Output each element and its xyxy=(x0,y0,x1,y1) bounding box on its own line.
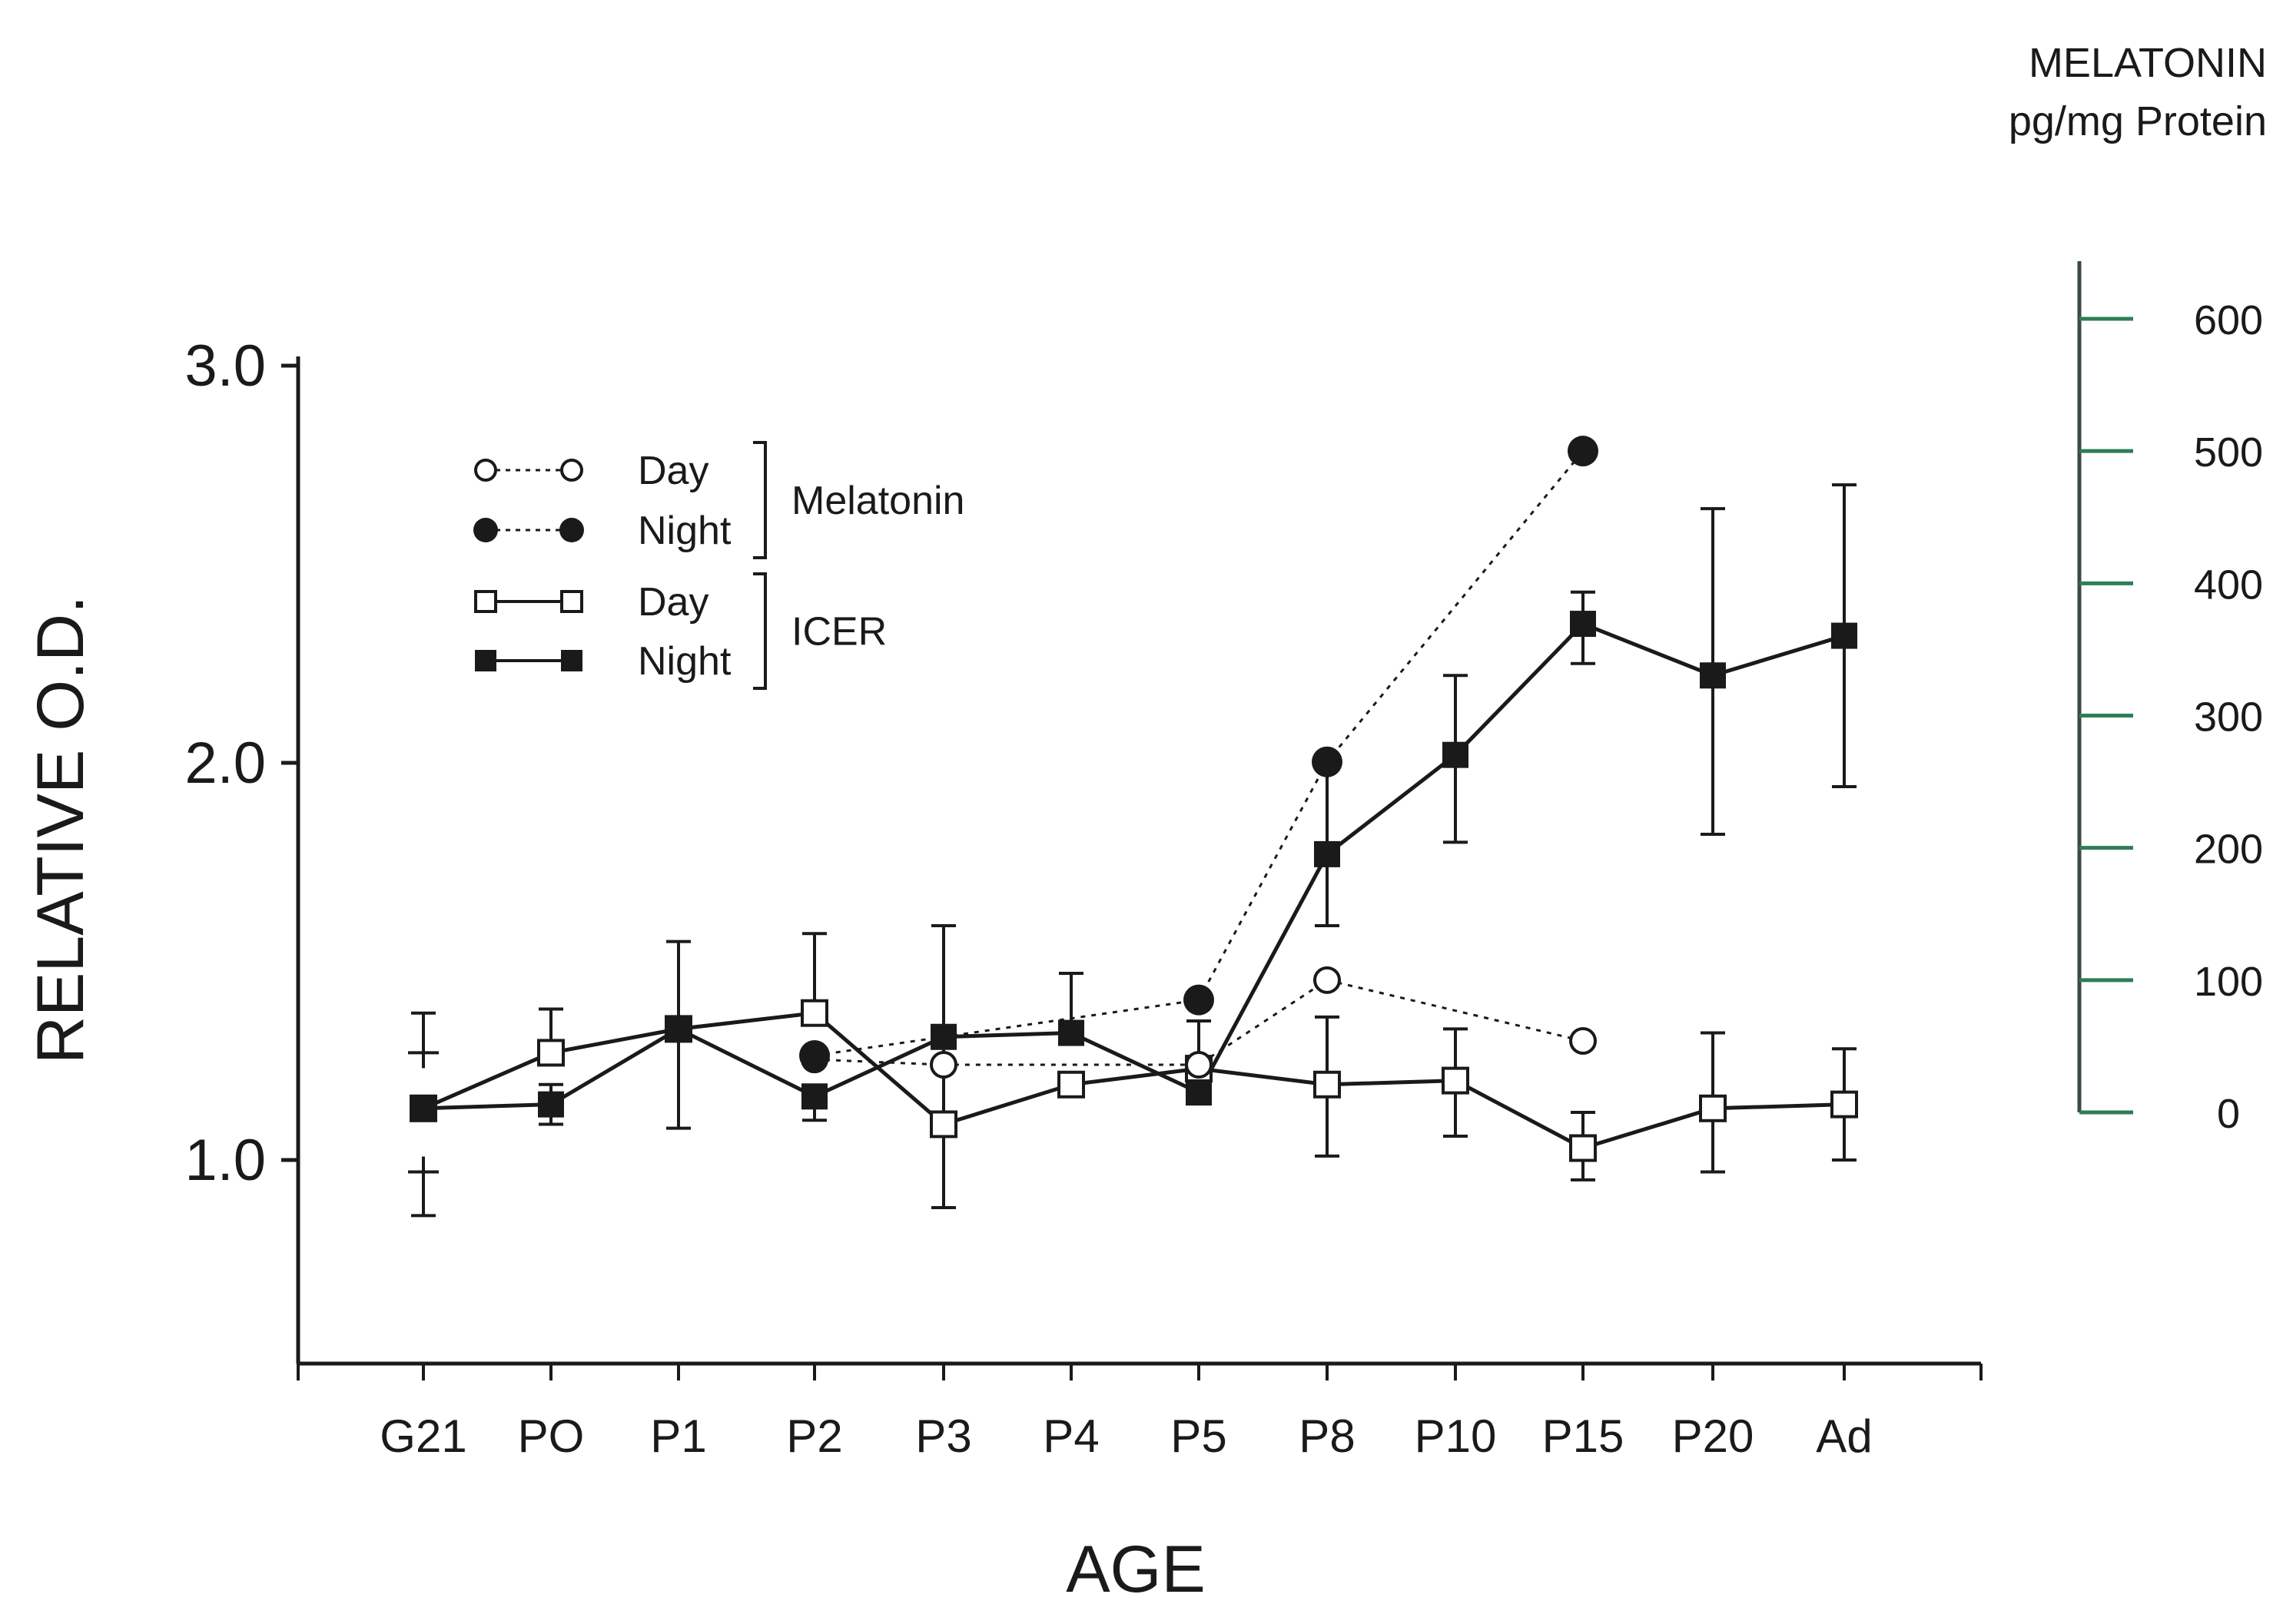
x-tick-label: P3 xyxy=(915,1410,971,1462)
icer_day-point-PO xyxy=(537,1039,565,1067)
right-axis-title-line1: MELATONIN xyxy=(2029,40,2267,86)
icer_night-point-G21 xyxy=(410,1095,436,1122)
melatonin_night-point-P8 xyxy=(1312,746,1342,777)
right-tick-label: 500 xyxy=(2194,429,2263,476)
legend-marker-icer_night xyxy=(475,650,496,671)
x-tick-label: P1 xyxy=(650,1410,706,1462)
x-tick-label: P10 xyxy=(1415,1410,1497,1462)
legend-marker-melatonin_day xyxy=(560,459,583,482)
x-tick-label: P8 xyxy=(1299,1410,1355,1462)
melatonin_day-line xyxy=(814,979,1584,1066)
icer_night-point-Ad xyxy=(1831,622,1857,649)
legend-marker-melatonin_night xyxy=(473,518,498,542)
icer_night-point-P5 xyxy=(1186,1079,1212,1106)
icer_day-point-P2 xyxy=(801,999,828,1027)
icer_night-point-P4 xyxy=(1058,1019,1084,1046)
icer_day-point-P15 xyxy=(1569,1134,1597,1162)
melatonin_night-point-P2 xyxy=(799,1039,830,1071)
x-tick-label: P5 xyxy=(1170,1410,1226,1462)
icer_day-point-P10 xyxy=(1442,1066,1469,1095)
icer_night-point-P15 xyxy=(1570,611,1596,638)
melatonin_night-point-P15 xyxy=(1568,436,1598,467)
melatonin_day-point-P15 xyxy=(1569,1027,1597,1056)
y-tick-label: 1.0 xyxy=(184,1128,266,1193)
x-tick-label: P4 xyxy=(1043,1410,1099,1462)
icer_night-point-P3 xyxy=(931,1023,957,1050)
y-axis-title: RELATIVE O.D. xyxy=(24,595,98,1064)
legend-marker-icer_day xyxy=(474,590,497,613)
x-axis-title: AGE xyxy=(1066,1533,1206,1606)
icer_night-point-P20 xyxy=(1700,662,1726,689)
legend-group-label: ICER xyxy=(791,610,887,655)
legend-marker-melatonin_day xyxy=(474,459,497,482)
legend-entry-label: Night xyxy=(638,509,732,553)
legend-group-label: Melatonin xyxy=(791,479,964,523)
series-lines xyxy=(423,450,1845,1151)
right-tick-label: 300 xyxy=(2194,694,2263,741)
melatonin_day-point-P5 xyxy=(1185,1051,1213,1079)
series-markers xyxy=(408,436,1858,1188)
icer_night-point-PO xyxy=(538,1091,564,1118)
axes: 1.0 2.0 3.0 G21 PO P1 P2 P3 P4 P5 P8 P10 P15 P20 Ad xyxy=(184,333,1983,1462)
melatonin_day-point-P3 xyxy=(930,1051,957,1079)
right-axis: 0 100 200 300 400 500 600 xyxy=(2077,261,2263,1137)
right-tick-label: 100 xyxy=(2194,959,2263,1005)
melatonin_night-line xyxy=(814,450,1584,1057)
icer_day-point-Ad xyxy=(1830,1090,1858,1119)
x-tick-label: G21 xyxy=(380,1410,466,1462)
right-tick-label: 200 xyxy=(2194,827,2263,873)
y-tick-label: 3.0 xyxy=(184,333,266,399)
icer_night-line xyxy=(423,621,1845,1111)
legend-entry-label: Night xyxy=(638,639,732,684)
y-tick-label: 2.0 xyxy=(184,731,266,796)
legend: Day Night Melatonin Day Night ICER xyxy=(473,441,964,690)
icer_day-point-P8 xyxy=(1313,1070,1341,1099)
x-tick-label: P15 xyxy=(1542,1410,1624,1462)
legend-marker-melatonin_night xyxy=(559,518,584,542)
legend-marker-icer_day xyxy=(560,590,583,613)
right-axis-title-line2: pg/mg Protein xyxy=(2009,98,2267,144)
right-tick-label: 0 xyxy=(2217,1091,2240,1137)
icer_night-point-P2 xyxy=(801,1083,828,1110)
icer_night-point-P8 xyxy=(1314,840,1340,867)
legend-bracket xyxy=(753,441,767,559)
icer_night-point-P10 xyxy=(1442,741,1468,768)
x-tick-label: P2 xyxy=(786,1410,842,1462)
legend-entry-label: Day xyxy=(638,449,708,493)
legend-entry-label: Day xyxy=(638,580,708,625)
icer_night-point-P1 xyxy=(665,1016,692,1042)
legend-bracket xyxy=(753,572,767,690)
icer_day-point-P4 xyxy=(1057,1070,1085,1099)
icer_day-point-P20 xyxy=(1699,1094,1727,1122)
x-tick-label: P20 xyxy=(1672,1410,1754,1462)
error-bars xyxy=(411,483,1857,1218)
icer_day-line xyxy=(423,1011,1845,1151)
right-tick-label: 400 xyxy=(2194,562,2263,608)
icer_day-point-P3 xyxy=(930,1110,957,1138)
melatonin_night-point-P5 xyxy=(1183,984,1214,1016)
legend-marker-icer_night xyxy=(561,650,582,671)
x-tick-label: Ad xyxy=(1816,1410,1872,1462)
right-tick-label: 600 xyxy=(2194,297,2263,343)
x-tick-label: PO xyxy=(518,1410,585,1462)
melatonin_day-point-P8 xyxy=(1313,966,1341,994)
